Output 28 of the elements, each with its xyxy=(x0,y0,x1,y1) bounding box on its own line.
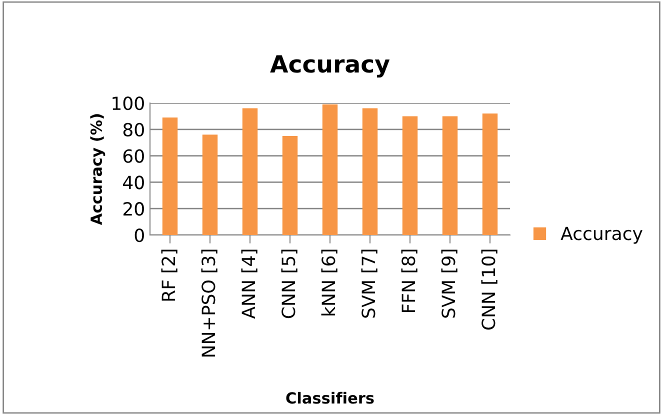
x-axis-title: Classifiers xyxy=(286,392,374,404)
bar xyxy=(362,108,378,235)
x-tick-label: NN+PSO [3] xyxy=(201,250,218,356)
y-tick-label: 60 xyxy=(123,149,144,163)
bar xyxy=(322,104,338,235)
x-tick-label: CNN [10] xyxy=(481,250,498,330)
y-tick-label: 20 xyxy=(123,202,144,216)
y-tick-label: 40 xyxy=(123,176,144,190)
x-tick-label: kNN [6] xyxy=(321,250,338,316)
x-tick-label: CNN [5] xyxy=(281,250,298,318)
bar xyxy=(442,116,458,235)
x-tick-label: SVM [9] xyxy=(441,250,458,318)
y-axis-title: Accuracy (%) xyxy=(90,114,106,226)
chart-title: Accuracy xyxy=(270,55,390,78)
legend-label: Accuracy xyxy=(560,226,642,244)
x-tick-label: FFN [8] xyxy=(401,250,418,312)
x-tick-label: SVM [7] xyxy=(361,250,378,318)
bar xyxy=(202,134,218,235)
x-tick-label: ANN [4] xyxy=(241,250,258,319)
bar xyxy=(482,114,498,235)
x-tick-label: RF [2] xyxy=(161,250,178,301)
y-tick-label: 100 xyxy=(112,96,144,110)
bar xyxy=(242,108,258,235)
bar xyxy=(162,118,178,235)
bar xyxy=(282,136,298,235)
y-tick-label: 80 xyxy=(123,122,144,137)
y-tick-label: 0 xyxy=(134,228,144,242)
bar xyxy=(402,116,418,235)
